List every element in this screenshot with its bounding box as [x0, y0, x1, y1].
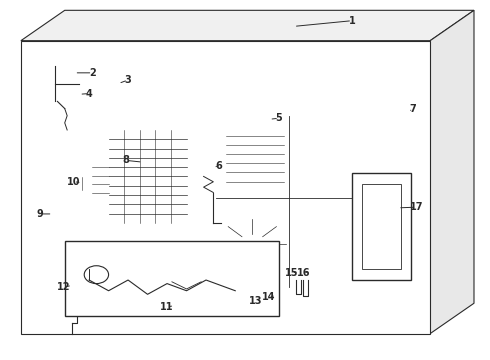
Polygon shape — [21, 10, 474, 41]
Polygon shape — [21, 41, 430, 334]
Polygon shape — [50, 66, 70, 76]
Text: 4: 4 — [86, 89, 93, 99]
Ellipse shape — [76, 177, 87, 190]
Polygon shape — [261, 318, 269, 328]
Text: 9: 9 — [37, 209, 44, 219]
Text: 13: 13 — [249, 296, 263, 306]
Text: 8: 8 — [122, 156, 129, 165]
Bar — [225, 126, 284, 191]
Bar — [65, 241, 279, 316]
Text: 6: 6 — [216, 161, 222, 171]
Text: 11: 11 — [160, 302, 174, 312]
Text: 12: 12 — [57, 282, 71, 292]
Bar — [216, 280, 245, 296]
Circle shape — [61, 126, 73, 134]
Text: 7: 7 — [410, 104, 416, 113]
Bar — [109, 130, 187, 223]
Bar — [125, 150, 160, 178]
Ellipse shape — [42, 207, 54, 221]
Bar — [92, 158, 109, 202]
Text: 16: 16 — [297, 268, 310, 278]
Text: 3: 3 — [124, 75, 131, 85]
Text: 2: 2 — [89, 68, 96, 78]
Text: 14: 14 — [262, 292, 275, 302]
Text: 15: 15 — [285, 268, 298, 278]
Text: 17: 17 — [410, 202, 423, 212]
Text: 1: 1 — [349, 16, 356, 26]
Text: 10: 10 — [67, 177, 80, 187]
Bar — [362, 184, 401, 269]
Bar — [216, 116, 362, 287]
Polygon shape — [273, 318, 281, 328]
Bar — [352, 173, 411, 280]
Polygon shape — [430, 10, 474, 334]
Ellipse shape — [45, 210, 51, 218]
Text: 5: 5 — [276, 113, 282, 123]
Bar — [129, 152, 156, 176]
Bar — [121, 176, 140, 194]
